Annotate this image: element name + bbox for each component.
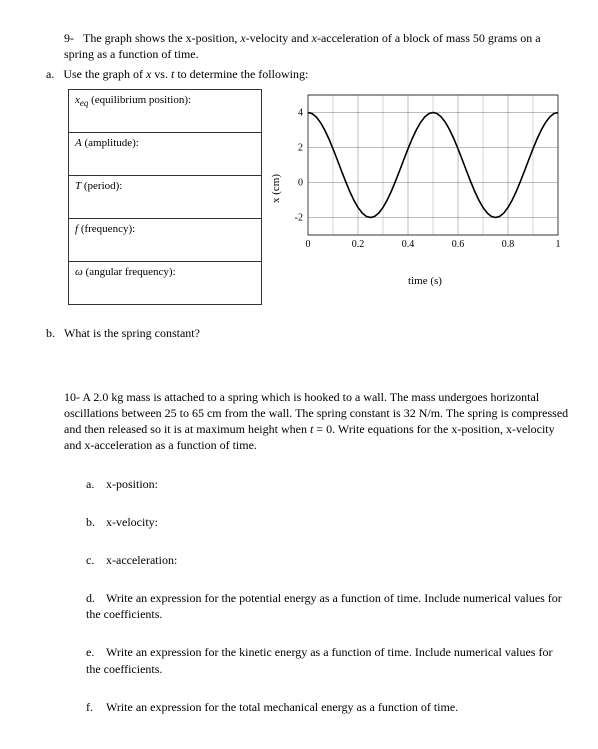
q10-sub: f.Write an expression for the total mech…	[86, 699, 570, 715]
svg-text:0.6: 0.6	[452, 239, 465, 250]
svg-text:0: 0	[306, 239, 311, 250]
svg-text:0.8: 0.8	[502, 239, 515, 250]
q10-sub-text: x-velocity:	[106, 515, 158, 529]
table-row: xeq (equilibrium position):	[69, 89, 262, 132]
q9a-line: a. Use the graph of x vs. t to determine…	[46, 66, 570, 82]
q9-number: 9-	[64, 31, 74, 45]
q10-sub-label: e.	[86, 644, 106, 660]
svg-text:1: 1	[556, 239, 561, 250]
svg-text:0.2: 0.2	[352, 239, 365, 250]
q9b-label: b.	[46, 326, 55, 340]
q10-sub-label: c.	[86, 552, 106, 568]
q10-subs: a.x-position: b.x-velocity: c.x-accelerati…	[64, 476, 570, 716]
chart-svg: 0 0.2 0.4 0.6 0.8 1 -2 0 2 4	[280, 89, 570, 259]
q9a-label: a.	[46, 67, 54, 81]
q10-prompt: 10- A 2.0 kg mass is attached to a sprin…	[64, 389, 570, 454]
table-row: T (period):	[69, 175, 262, 218]
question-9: 9- The graph shows the x-position, x-vel…	[64, 30, 570, 62]
q10-sub-text: Write an expression for the kinetic ener…	[86, 645, 552, 675]
q10-sub: e.Write an expression for the kinetic en…	[86, 644, 570, 676]
chart-y-label: x (cm)	[270, 174, 282, 203]
table-row: A (amplitude):	[69, 132, 262, 175]
q10-sub-text: Write an expression for the total mechan…	[106, 700, 458, 714]
question-10: 10- A 2.0 kg mass is attached to a sprin…	[64, 389, 570, 715]
q9b-line: b. What is the spring constant?	[46, 325, 570, 341]
q10-sub-label: b.	[86, 514, 106, 530]
q9a: a. Use the graph of x vs. t to determine…	[46, 66, 570, 304]
q10-sub-label: a.	[86, 476, 106, 492]
q9-chart: x (cm) 00.20.40.60.81-2024 time (s)	[280, 89, 570, 259]
q10-sub-text: x-position:	[106, 477, 158, 491]
q10-number: 10-	[64, 390, 80, 404]
q10-sub: a.x-position:	[86, 476, 570, 492]
q9a-table: xeq (equilibrium position): A (amplitude…	[68, 89, 262, 305]
q10-sub-label: d.	[86, 590, 106, 606]
q9b-prompt: What is the spring constant?	[64, 326, 200, 340]
table-row: ω (angular frequency):	[69, 261, 262, 304]
svg-text:0.4: 0.4	[402, 239, 415, 250]
table-row: f (frequency):	[69, 218, 262, 261]
svg-text:0: 0	[298, 177, 303, 188]
chart-x-label: time (s)	[280, 275, 570, 287]
q9-prompt: 9- The graph shows the x-position, x-vel…	[64, 30, 570, 62]
q10-sub: d.Write an expression for the potential …	[86, 590, 570, 622]
q10-sub-label: f.	[86, 699, 106, 715]
q9b: b. What is the spring constant?	[46, 325, 570, 341]
q10-sub-text: x-acceleration:	[106, 553, 177, 567]
q10-sub-text: Write an expression for the potential en…	[86, 591, 562, 621]
q10-sub: c.x-acceleration:	[86, 552, 570, 568]
q9a-prompt: Use the graph of x vs. t to determine th…	[63, 67, 308, 81]
svg-text:2: 2	[298, 142, 303, 153]
q10-text: A 2.0 kg mass is attached to a spring wh…	[64, 390, 568, 453]
svg-text:-2: -2	[295, 212, 303, 223]
q9-text: The graph shows the x-position, x-veloci…	[64, 31, 541, 61]
q9a-row: xeq (equilibrium position): A (amplitude…	[46, 89, 570, 305]
q10-sub: b.x-velocity:	[86, 514, 570, 530]
svg-text:4: 4	[298, 107, 303, 118]
